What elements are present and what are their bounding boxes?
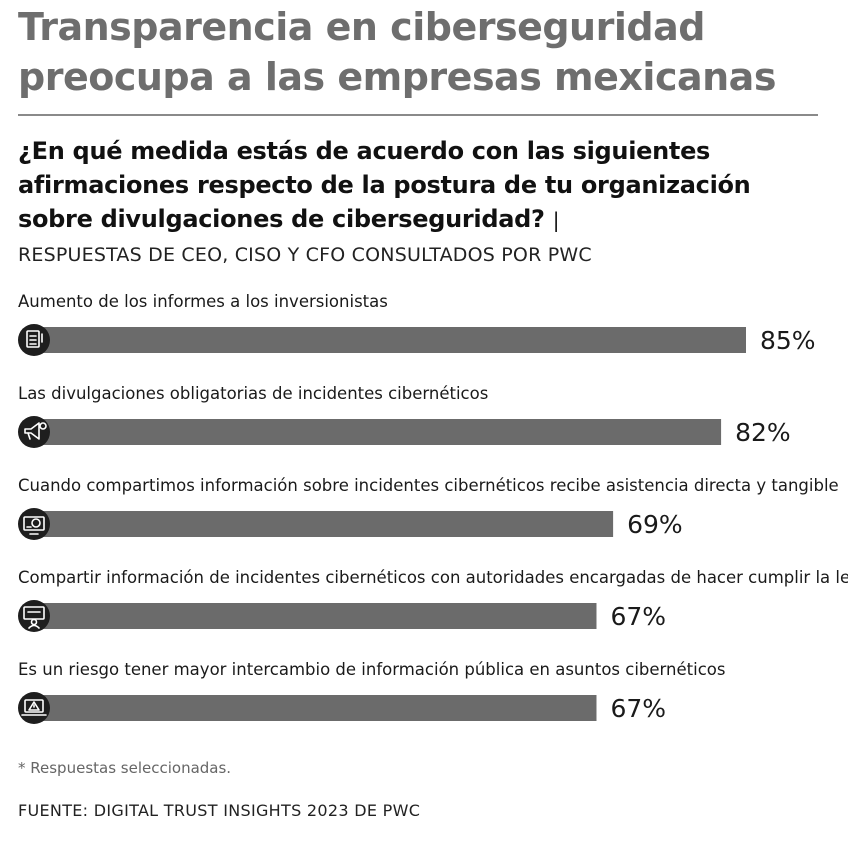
monitor-person-icon-glyph <box>23 606 45 629</box>
question-separator: | <box>552 208 560 232</box>
source-note: FUENTE: DIGITAL TRUST INSIGHTS 2023 DE P… <box>18 801 421 820</box>
value-label: 69% <box>627 510 683 539</box>
megaphone-icon-glyph <box>24 422 47 440</box>
category-label: Es un riesgo tener mayor intercambio de … <box>18 660 725 679</box>
category-label: Las divulgaciones obligatorias de incide… <box>18 384 488 403</box>
bar <box>40 603 597 629</box>
chart-row: Cuando compartimos información sobre inc… <box>18 476 839 540</box>
footnote: * Respuestas seleccionadas. <box>18 759 232 777</box>
question-line-1: ¿En qué medida estás de acuerdo con las … <box>18 137 711 165</box>
laptop-warning-icon-glyph <box>21 699 47 716</box>
title-divider <box>18 114 818 116</box>
value-label: 67% <box>610 694 666 723</box>
survey-question: ¿En qué medida estás de acuerdo con las … <box>18 134 838 237</box>
chart-row: Compartir información de incidentes cibe… <box>18 568 848 632</box>
bar <box>40 419 722 445</box>
question-line-2: afirmaciones respecto de la postura de t… <box>18 171 751 199</box>
target-presentation-icon-glyph <box>23 516 45 535</box>
category-label: Aumento de los informes a los inversioni… <box>18 292 388 311</box>
chart-row: Aumento de los informes a los inversioni… <box>18 292 816 356</box>
value-label: 67% <box>610 602 666 631</box>
bar <box>40 511 614 537</box>
value-label: 82% <box>735 418 791 447</box>
bar <box>40 695 597 721</box>
category-label: Compartir información de incidentes cibe… <box>18 568 848 587</box>
title-line-1: Transparencia en ciberseguridad <box>18 5 705 49</box>
title-line-2: preocupa a las empresas mexicanas <box>18 55 776 99</box>
report-icon-glyph <box>26 330 43 348</box>
megaphone-icon <box>18 416 50 448</box>
question-line-3: sobre divulgaciones de ciberseguridad? <box>18 205 545 233</box>
page-title: Transparencia en ciberseguridad preocupa… <box>18 2 838 102</box>
chart-row: Las divulgaciones obligatorias de incide… <box>18 384 791 448</box>
value-label: 85% <box>760 326 816 355</box>
category-label: Cuando compartimos información sobre inc… <box>18 476 839 495</box>
monitor-person-icon <box>18 600 50 632</box>
bar <box>40 327 746 353</box>
chart-row: Es un riesgo tener mayor intercambio de … <box>18 660 725 724</box>
chart-subtitle: RESPUESTAS DE CEO, CISO Y CFO CONSULTADO… <box>18 244 592 266</box>
target-presentation-icon <box>18 508 50 540</box>
question-line-3-wrap: sobre divulgaciones de ciberseguridad? | <box>18 202 838 237</box>
laptop-warning-icon <box>18 692 50 724</box>
